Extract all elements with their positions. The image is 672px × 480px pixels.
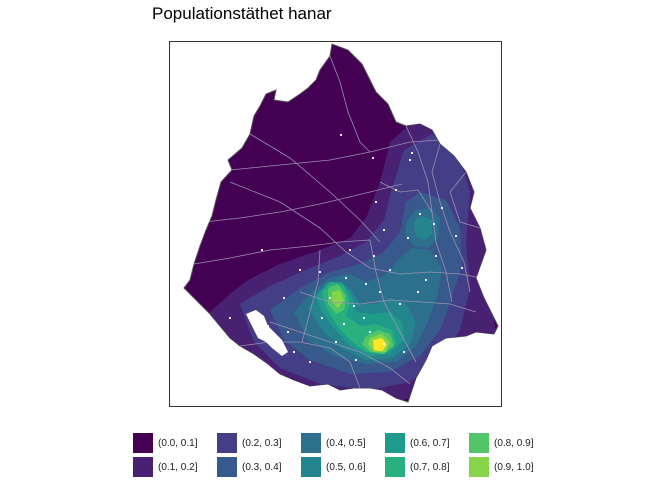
legend-swatch [469, 433, 489, 453]
legend-item: (0.2, 0.3] [217, 433, 281, 453]
legend-item: (0.9, 1.0] [469, 457, 533, 477]
legend-swatch [133, 457, 153, 477]
legend-swatch [469, 457, 489, 477]
legend-label: (0.7, 0.8] [410, 461, 450, 473]
observation-points [228, 133, 464, 364]
density-band-secondary-inner [414, 216, 432, 240]
legend-label: (0.1, 0.2] [158, 461, 198, 473]
legend-swatch [301, 457, 321, 477]
legend-label: (0.2, 0.3] [242, 437, 282, 449]
legend-item: (0.4, 0.5] [301, 433, 365, 453]
legend-label: (0.5, 0.6] [326, 461, 366, 473]
legend-label: (0.8, 0.9] [494, 437, 534, 449]
density-peak [373, 338, 387, 351]
legend-label: (0.3, 0.4] [242, 461, 282, 473]
legend: (0.0, 0.1] (0.1, 0.2] (0.2, 0.3] (0.3, 0.4]… [133, 433, 553, 477]
map-panel [169, 41, 502, 407]
density-map [183, 43, 499, 403]
legend-label: (0.6, 0.7] [410, 437, 450, 449]
legend-item: (0.7, 0.8] [385, 457, 449, 477]
lake [246, 310, 288, 356]
legend-item: (0.1, 0.2] [133, 457, 197, 477]
legend-swatch [385, 457, 405, 477]
legend-item: (0.8, 0.9] [469, 433, 533, 453]
legend-swatch [217, 433, 237, 453]
legend-swatch [301, 433, 321, 453]
legend-item: (0.6, 0.7] [385, 433, 449, 453]
legend-label: (0.0, 0.1] [158, 437, 198, 449]
legend-item: (0.3, 0.4] [217, 457, 281, 477]
legend-item: (0.0, 0.1] [133, 433, 197, 453]
district-boundaries [193, 55, 483, 389]
legend-swatch [385, 433, 405, 453]
legend-swatch [217, 457, 237, 477]
legend-label: (0.4, 0.5] [326, 437, 366, 449]
map-title: Populationstäthet hanar [152, 4, 332, 23]
legend-item: (0.5, 0.6] [301, 457, 365, 477]
legend-swatch [133, 433, 153, 453]
legend-label: (0.9, 1.0] [494, 461, 534, 473]
density-band-9 [332, 290, 390, 352]
